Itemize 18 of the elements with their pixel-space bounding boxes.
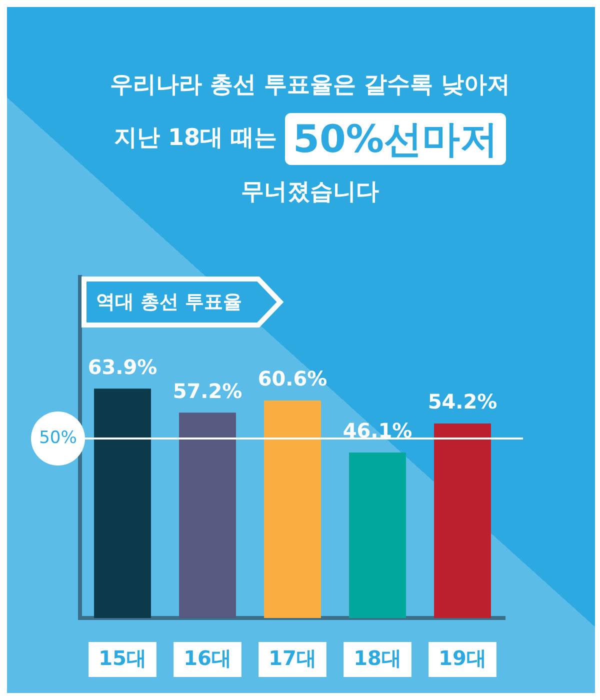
x-tick-label: 16대: [184, 646, 232, 670]
text: 역대 총선 투표율: [96, 290, 242, 313]
data-label: 54.2%: [428, 390, 498, 414]
bar: [179, 412, 236, 618]
ref-line-label: 50%: [39, 428, 77, 448]
x-tick-label: 18대: [354, 646, 402, 670]
data-label: 63.9%: [88, 354, 158, 379]
chart-title: 우리나라 총선 투표율은 갈수록 낮아져 지난 18대 때는 50%선마저 무너졌습니다: [108, 71, 512, 207]
bar: [94, 388, 151, 618]
x-tick-label: 15대: [98, 646, 146, 670]
bar: [434, 423, 491, 618]
x-tick-label: 19대: [438, 646, 486, 670]
bar: [264, 400, 321, 618]
bar: [349, 452, 406, 618]
data-label: 60.6%: [258, 366, 328, 391]
data-label: 57.2%: [172, 378, 242, 403]
data-label: 46.1%: [342, 418, 412, 443]
x-tick-label: 17대: [268, 646, 316, 670]
